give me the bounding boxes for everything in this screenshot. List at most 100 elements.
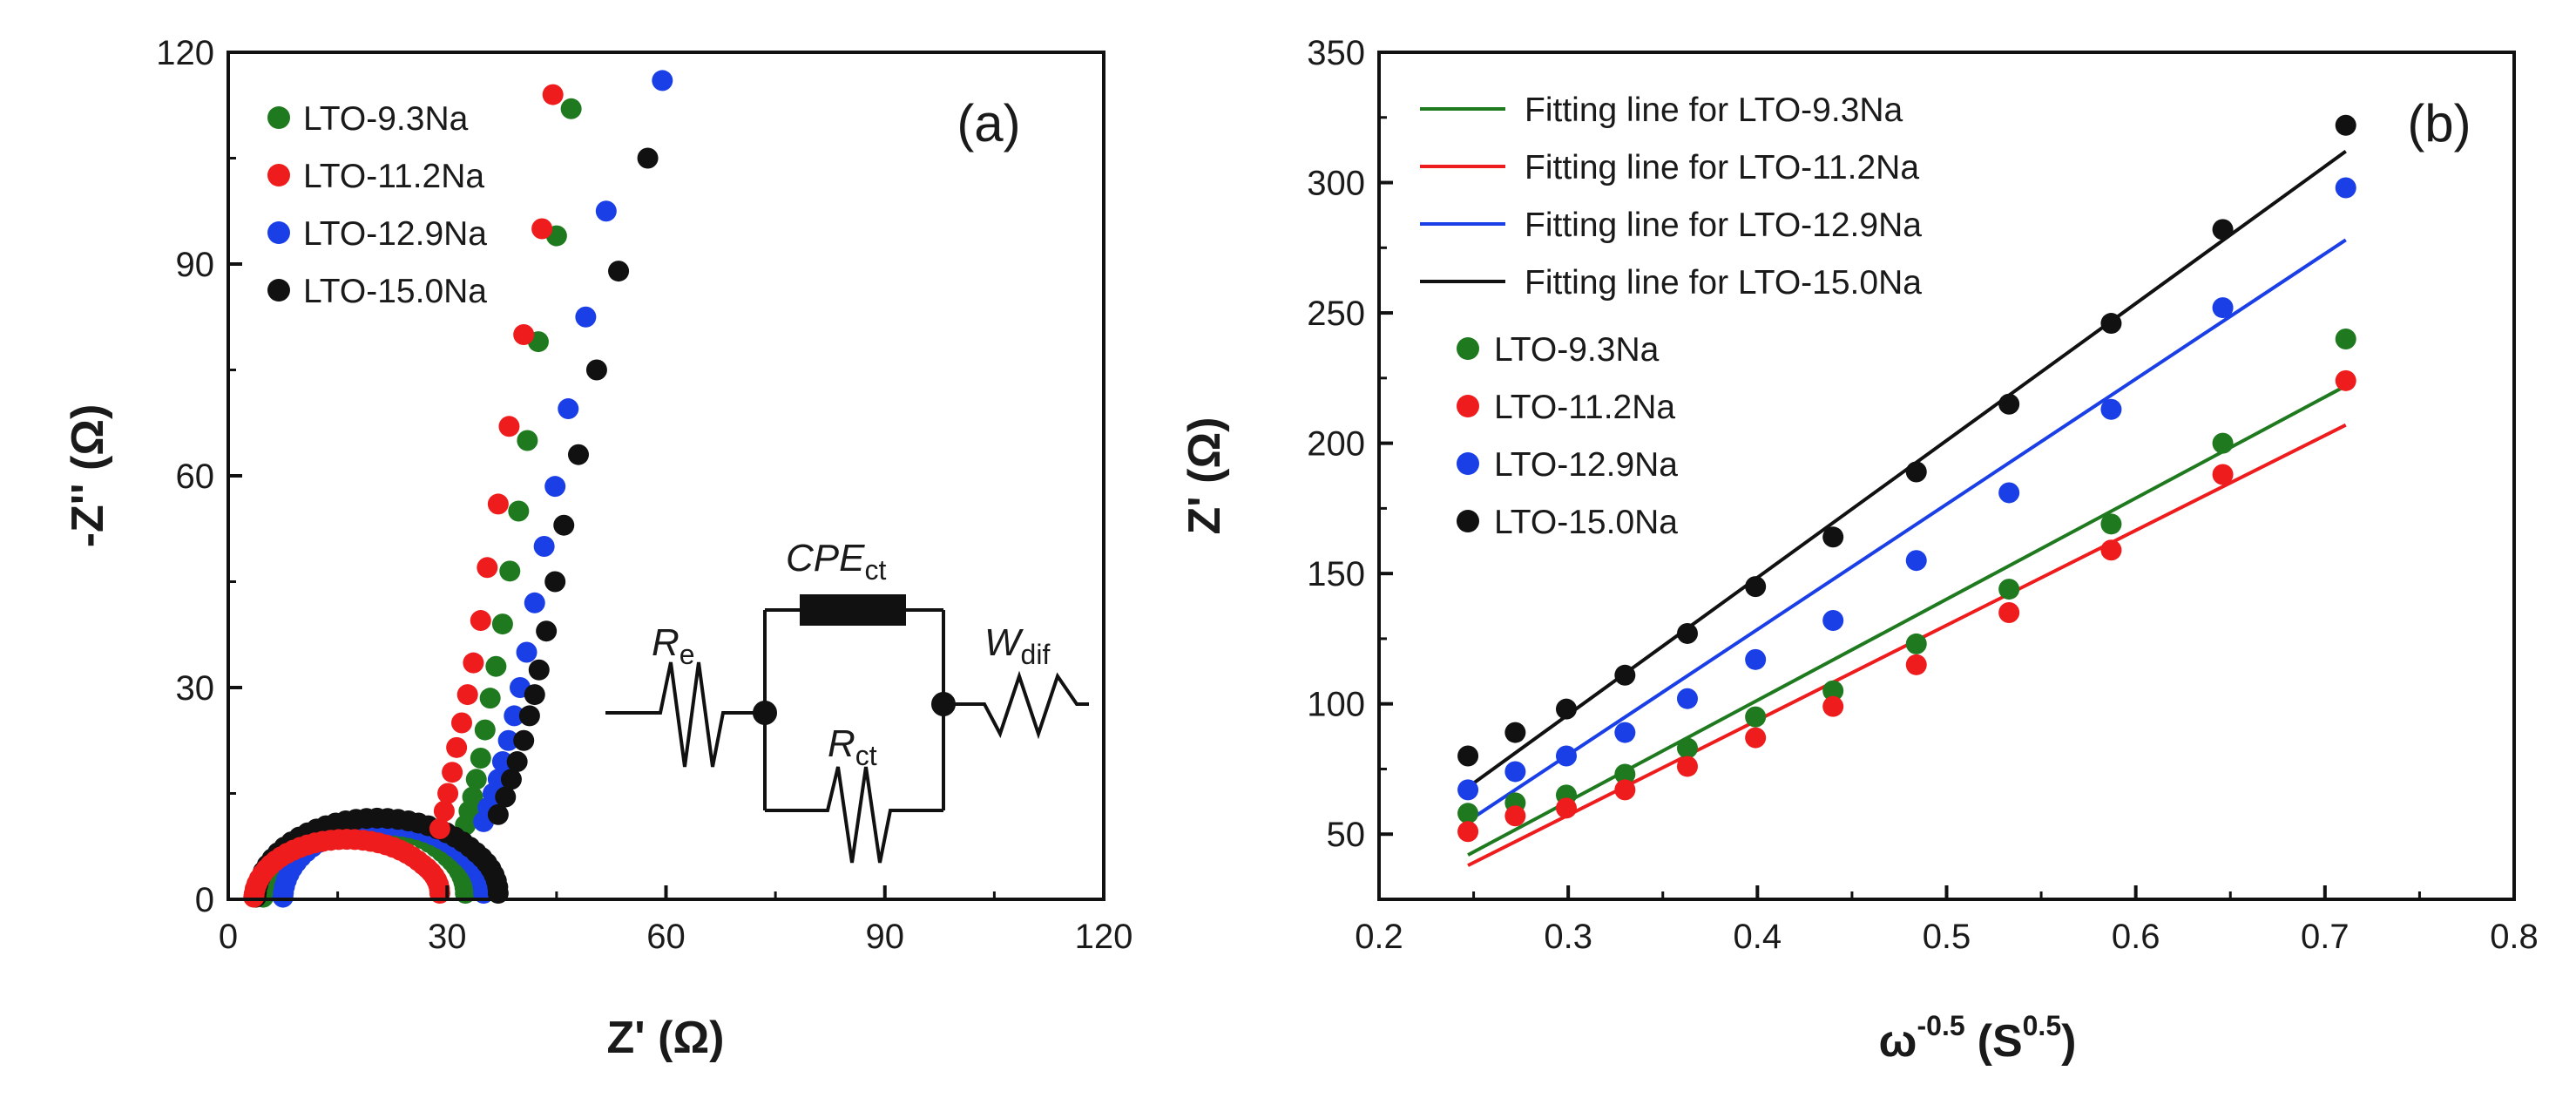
re-resistor-symbol (605, 661, 765, 768)
data-point (558, 398, 579, 420)
panel-a: 0 30 60 90 120 0 30 60 90 120 Z' (Ω) -Z'' (Ω) (a)… (63, 34, 1132, 1063)
x-tick-label: 0.2 (1355, 918, 1403, 956)
data-point (1457, 745, 1479, 767)
data-point (1676, 688, 1698, 709)
y-tick-label: 300 (1307, 165, 1365, 203)
data-point (437, 783, 459, 804)
data-point (536, 620, 558, 642)
data-point (498, 416, 520, 437)
y-tick-label: 250 (1307, 295, 1365, 333)
data-point (1998, 393, 2020, 415)
circuit-node-left (753, 701, 777, 725)
legend-label: Fitting line for LTO-15.0Na (1525, 264, 1922, 302)
legend-label: Fitting line for LTO-9.3Na (1525, 92, 1903, 129)
fit-line (1466, 238, 2347, 823)
legend-marker (1457, 452, 1479, 475)
data-point (1614, 779, 1636, 801)
data-point (1676, 756, 1698, 777)
data-point (477, 557, 498, 579)
rct-resistor-symbol (765, 766, 943, 864)
series-LTO-9.3Na (1457, 328, 2356, 824)
data-point (517, 430, 538, 451)
data-point (516, 641, 538, 663)
series-LTO-11.2Na (243, 84, 564, 908)
x-tick-label: 0.3 (1544, 918, 1592, 956)
panel-b: 0.2 0.3 0.4 0.5 0.6 0.7 0.8 50 100 150 200 250 300 35… (1180, 34, 2539, 1067)
data-point (1905, 550, 1927, 572)
panel-b-axis-ticks: 0.2 0.3 0.4 0.5 0.6 0.7 0.8 50 100 150 200 250 300 35… (1307, 34, 2539, 956)
data-point (1555, 797, 1577, 819)
data-point (506, 751, 528, 773)
data-point (553, 514, 575, 536)
y-tick-label: 0 (195, 881, 214, 919)
y-tick-label: 120 (156, 34, 214, 72)
data-point (528, 659, 550, 681)
y-tick-label: 60 (176, 458, 215, 496)
legend-label: LTO-12.9Na (1494, 446, 1678, 484)
data-point (1998, 602, 2020, 624)
x-tick-label: 0.7 (2301, 918, 2350, 956)
data-point (1614, 722, 1636, 743)
x-tick-label: 0 (219, 918, 238, 956)
circuit-node-right (931, 692, 956, 716)
data-point (462, 786, 483, 808)
data-point (1822, 609, 1844, 631)
data-point (474, 719, 496, 741)
data-point (568, 444, 589, 465)
data-point (533, 536, 555, 557)
data-point (1614, 664, 1636, 686)
data-point (2335, 369, 2356, 391)
data-point (531, 218, 553, 240)
x-tick-label: 0.8 (2490, 918, 2539, 956)
x-tick-label: 30 (428, 918, 467, 956)
data-point (1457, 779, 1479, 801)
data-point (542, 84, 564, 105)
legend-marker (1457, 337, 1479, 360)
data-point (2335, 114, 2356, 136)
data-point (608, 261, 630, 282)
data-point (500, 769, 522, 790)
data-point (2100, 313, 2122, 335)
data-point (491, 613, 513, 635)
panel-a-y-axis-title: -Z'' (Ω) (63, 404, 113, 548)
data-point (470, 610, 491, 632)
cpe-ct-label: CPEct (786, 537, 886, 586)
data-point (1745, 648, 1767, 670)
legend-label: LTO-9.3Na (1494, 331, 1660, 369)
y-tick-label: 150 (1307, 555, 1365, 593)
x-tick-label: 120 (1075, 918, 1133, 956)
x-tick-label: 90 (866, 918, 905, 956)
data-point (544, 476, 566, 498)
series-LTO-11.2Na (1457, 369, 2356, 843)
legend-label: LTO-15.0Na (1494, 504, 1678, 541)
data-point (1822, 695, 1844, 717)
data-point (508, 500, 530, 522)
data-point (1998, 482, 2020, 504)
legend-marker (267, 279, 290, 302)
data-point (479, 688, 501, 709)
data-point (1457, 803, 1479, 824)
data-point (433, 800, 455, 822)
y-tick-label: 200 (1307, 425, 1365, 464)
fit-line (1467, 384, 2347, 857)
equivalent-circuit-inset (605, 594, 1089, 864)
data-point (1905, 654, 1927, 675)
data-point (524, 684, 545, 706)
legend-label: LTO-15.0Na (303, 273, 487, 310)
data-point (465, 769, 487, 790)
data-point (470, 748, 491, 769)
data-point (560, 98, 582, 119)
data-point (518, 705, 540, 727)
data-point (652, 70, 673, 92)
x-tick-label: 0.5 (1923, 918, 1971, 956)
rct-label: Rct (828, 722, 877, 771)
panel-a-x-axis-title: Z' (Ω) (607, 1013, 725, 1063)
data-point (1745, 706, 1767, 728)
data-point (595, 200, 617, 222)
data-point (2212, 464, 2234, 485)
legend-marker (267, 106, 290, 129)
panel-a-axis-ticks: 0 30 60 90 120 0 30 60 90 120 (156, 34, 1132, 956)
data-point (504, 705, 525, 727)
data-point (456, 684, 478, 706)
